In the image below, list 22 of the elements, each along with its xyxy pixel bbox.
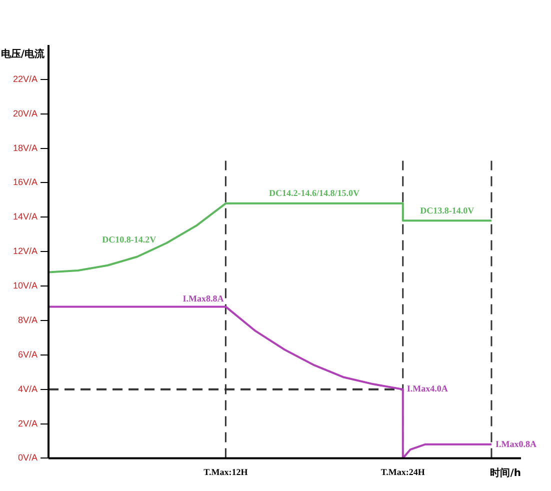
y-tick-label: 18V/A xyxy=(12,142,38,153)
y-tick-label: 14V/A xyxy=(12,212,38,222)
y-tick-label: 20V/A xyxy=(12,108,38,118)
x-axis-title: 时间/h xyxy=(490,467,521,480)
y-tick-label: 4V/A xyxy=(18,384,38,394)
y-axis-title: 电压/电流 xyxy=(0,48,46,60)
y-tick-label: 6V/A xyxy=(18,349,38,360)
annotation: DC13.8-14.0V xyxy=(420,205,475,216)
y-tick-label: 22V/A xyxy=(12,74,38,84)
y-tick-label: 10V/A xyxy=(12,280,38,291)
annotation: DC10.8-14.2V xyxy=(102,234,157,245)
annotation: I.Max0.8A xyxy=(495,438,537,449)
y-tick-label: 12V/A xyxy=(12,246,38,256)
y-tick-label: 0V/A xyxy=(18,452,38,463)
y-tick-label: 8V/A xyxy=(18,314,38,325)
x-tick-label: T.Max:12H xyxy=(204,466,248,477)
annotation: DC14.2-14.6/14.8/15.0V xyxy=(269,188,360,198)
y-tick-label: 2V/A xyxy=(18,418,38,428)
annotation: I.Max8.8A xyxy=(182,294,224,304)
x-tick-label: T.Max:24H xyxy=(380,466,425,477)
annotation: I.Max4.0A xyxy=(406,384,448,394)
y-tick-label: 16V/A xyxy=(12,177,38,188)
